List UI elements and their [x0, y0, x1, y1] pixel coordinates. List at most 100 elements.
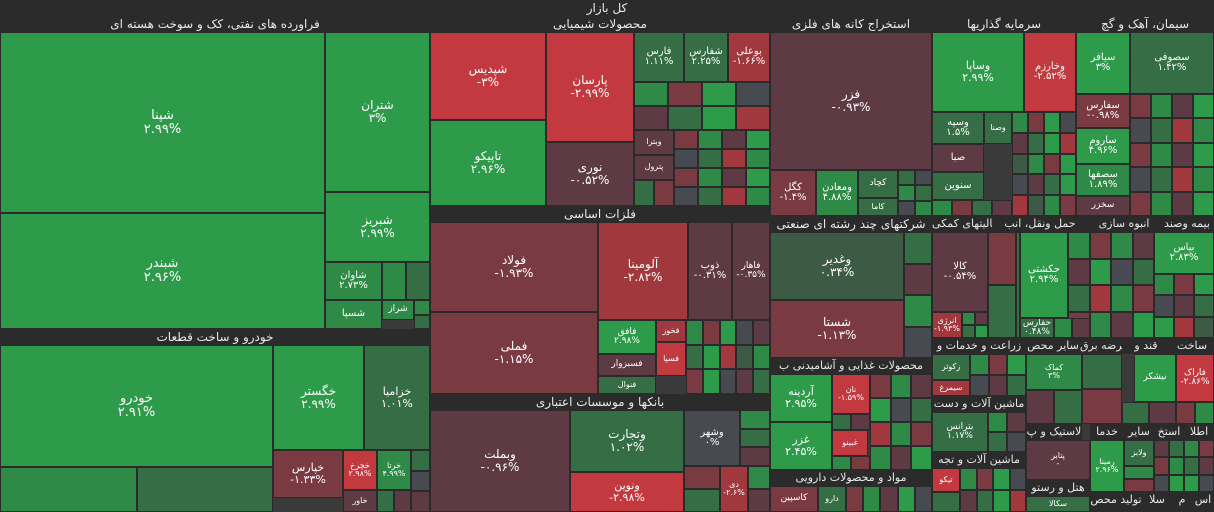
stock-tile-small[interactable]: [1154, 474, 1169, 492]
stock-tile-small[interactable]: [746, 149, 770, 168]
stock-tile-aluminia[interactable]: آلومینا -۲.۸۲%: [598, 222, 688, 320]
stock-tile-skala[interactable]: سکالا: [1026, 496, 1090, 512]
stock-tile-small[interactable]: [1028, 153, 1044, 175]
stock-tile-fameli[interactable]: فملی -۱.۱۵%: [430, 312, 598, 394]
stock-tile-small[interactable]: [1199, 474, 1214, 492]
stock-tile-sifar[interactable]: سیافر ۳%: [1076, 32, 1130, 94]
stock-tile-small[interactable]: [1028, 195, 1044, 216]
stock-tile-fahar[interactable]: فاهار -۰.۳۵%: [732, 222, 770, 320]
stock-tile-small[interactable]: [414, 300, 430, 315]
stock-tile-khchrkh[interactable]: خچرخ ۲.۹۸%: [343, 450, 377, 490]
stock-tile-small[interactable]: [911, 374, 932, 398]
stock-tile-btransa[interactable]: بترانس ۱.۱۷%: [932, 412, 988, 452]
stock-tile-small[interactable]: [1060, 174, 1076, 196]
stock-tile-small[interactable]: [746, 168, 770, 187]
stock-tile-small[interactable]: [746, 187, 770, 206]
stock-tile-small[interactable]: [698, 187, 722, 206]
stock-tile-small[interactable]: [686, 320, 703, 345]
stock-tile-small[interactable]: [702, 344, 720, 370]
stock-tile-folad[interactable]: فولاد -۱.۹۳%: [430, 222, 598, 312]
stock-tile-small[interactable]: [686, 344, 703, 370]
stock-tile-small[interactable]: [988, 432, 1007, 452]
stock-tile-small[interactable]: [1060, 132, 1076, 154]
stock-tile-small[interactable]: [1009, 468, 1026, 490]
stock-tile-small[interactable]: [736, 344, 754, 370]
stock-tile-small[interactable]: [915, 185, 932, 201]
stock-tile-ardineh[interactable]: آردینه ۲.۹۵%: [770, 374, 832, 422]
stock-tile-small[interactable]: [988, 232, 1016, 285]
stock-tile-small[interactable]: [1132, 285, 1154, 312]
stock-tile-small[interactable]: [1012, 112, 1028, 133]
stock-tile-small[interactable]: [952, 200, 972, 216]
stock-tile-small[interactable]: [975, 312, 988, 325]
stock-tile-small[interactable]: [1130, 191, 1151, 216]
stock-tile-small[interactable]: [411, 491, 430, 512]
stock-tile-small[interactable]: [1151, 167, 1172, 192]
stock-tile-petrol[interactable]: پترول: [634, 155, 674, 180]
stock-tile-small[interactable]: [890, 398, 912, 422]
stock-tile-small[interactable]: [1090, 258, 1112, 285]
stock-tile-bpas[interactable]: بپاس ۲.۸۳%: [1154, 232, 1214, 274]
stock-tile-vitra[interactable]: ویترا: [634, 130, 674, 155]
stock-tile-small[interactable]: [1151, 118, 1172, 143]
stock-tile-small[interactable]: [722, 187, 746, 206]
stock-tile-small[interactable]: [988, 285, 1016, 338]
stock-tile-small[interactable]: [975, 325, 988, 338]
stock-tile-small[interactable]: [911, 422, 932, 446]
stock-tile-small[interactable]: [740, 410, 770, 429]
stock-tile-small[interactable]: [1130, 94, 1151, 119]
stock-tile-small[interactable]: [976, 490, 993, 512]
stock-tile-small[interactable]: [668, 82, 702, 106]
stock-tile-small[interactable]: [972, 200, 992, 216]
stock-tile-tapiko[interactable]: تاپیکو ۲.۹۶%: [430, 120, 546, 206]
stock-tile-small[interactable]: [1130, 118, 1151, 143]
stock-tile-small[interactable]: [1111, 311, 1133, 338]
stock-tile-small[interactable]: [988, 412, 1007, 432]
stock-tile-darou[interactable]: دارو: [818, 486, 846, 512]
stock-tile-small[interactable]: [377, 490, 394, 512]
stock-tile-small[interactable]: [719, 344, 737, 370]
stock-tile-ptayer[interactable]: پتایر -: [1026, 440, 1090, 480]
stock-tile-small[interactable]: [736, 369, 754, 394]
stock-tile-small[interactable]: [1194, 274, 1214, 296]
stock-tile-vsiseh[interactable]: وسپه ۱.۵%: [932, 112, 984, 144]
stock-tile-small[interactable]: [832, 414, 851, 430]
stock-tile-small[interactable]: [414, 314, 430, 329]
stock-tile-small[interactable]: [674, 168, 698, 187]
stock-tile-small[interactable]: [1174, 295, 1194, 317]
stock-tile-shfars[interactable]: شفارس ۲.۲۵%: [684, 32, 728, 82]
stock-tile-kasipin[interactable]: کاسپین: [770, 486, 818, 512]
stock-tile-small[interactable]: [870, 446, 891, 470]
stock-tile-small[interactable]: [1090, 285, 1112, 312]
stock-tile-small[interactable]: [1154, 457, 1169, 475]
stock-tile-foul[interactable]: فنوال: [598, 376, 656, 394]
stock-tile-small[interactable]: [993, 468, 1010, 490]
stock-tile-vnovin[interactable]: ونوین -۲.۹۸%: [570, 472, 684, 512]
stock-tile-small[interactable]: [1090, 232, 1112, 259]
stock-tile-small[interactable]: [962, 312, 975, 325]
stock-tile-small[interactable]: [915, 170, 932, 186]
stock-tile-small[interactable]: [970, 354, 989, 375]
stock-tile-small[interactable]: [1172, 118, 1193, 143]
stock-tile-small[interactable]: [1132, 311, 1154, 338]
stock-tile-small[interactable]: [1169, 440, 1184, 458]
stock-tile-small[interactable]: [722, 168, 746, 187]
stock-tile-tikko[interactable]: تیکو: [932, 468, 960, 492]
stock-tile-small[interactable]: [746, 130, 770, 149]
stock-tile-small[interactable]: [719, 320, 737, 345]
stock-tile-small[interactable]: [1068, 285, 1090, 312]
stock-tile-small[interactable]: [988, 354, 1008, 375]
stock-tile-small[interactable]: [748, 466, 770, 489]
stock-tile-fkhooz[interactable]: فخوز: [656, 320, 686, 342]
stock-tile-kama[interactable]: کاما: [858, 198, 898, 216]
stock-tile-small[interactable]: [674, 187, 698, 206]
stock-tile-small[interactable]: [962, 325, 975, 338]
stock-tile-small[interactable]: [1016, 232, 1020, 338]
stock-tile-small[interactable]: [1172, 94, 1193, 119]
stock-tile-small[interactable]: [960, 490, 977, 512]
stock-tile-small[interactable]: [914, 486, 932, 512]
stock-tile-small[interactable]: [890, 374, 912, 398]
stock-tile-small[interactable]: [960, 468, 977, 490]
stock-tile-zkoshar[interactable]: زکوثر: [932, 354, 970, 380]
stock-tile-small[interactable]: [702, 82, 736, 106]
